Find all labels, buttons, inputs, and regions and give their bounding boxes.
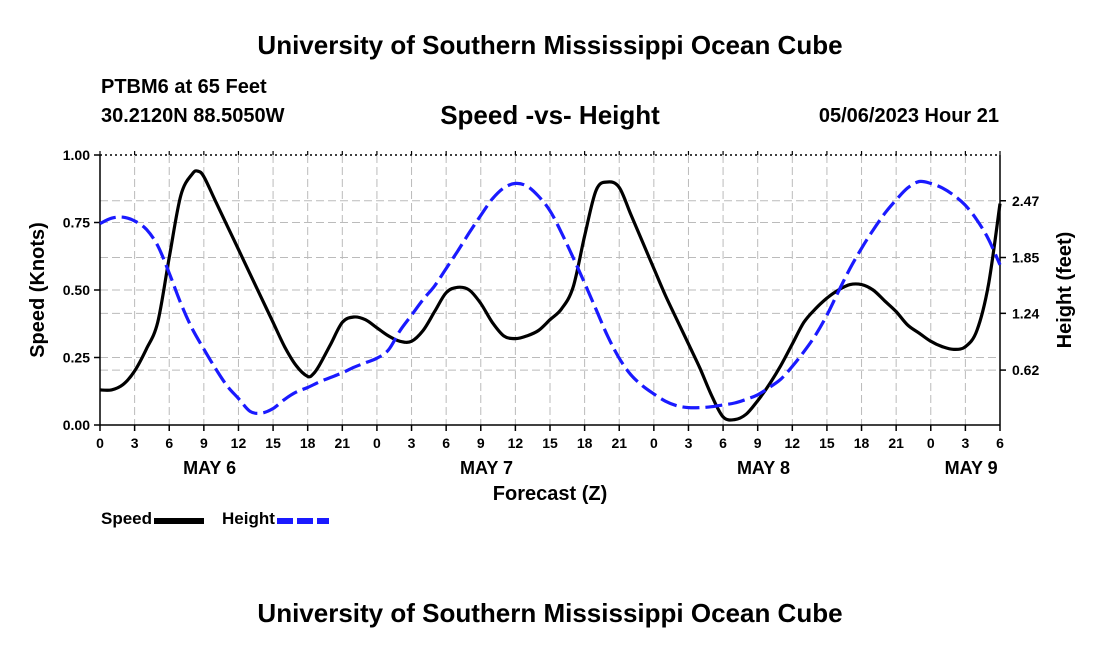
x-tick-label: 0	[96, 435, 104, 451]
speed-series-line	[99, 169, 1002, 422]
day-label: MAY 8	[737, 458, 790, 478]
x-tick-label: 9	[754, 435, 762, 451]
legend-speed-swatch	[154, 517, 205, 524]
day-label: MAY 9	[945, 458, 998, 478]
x-tick-label: 15	[819, 435, 835, 451]
height-series-line	[99, 179, 1002, 415]
x-tick-label: 21	[888, 435, 904, 451]
x-tick-label: 6	[996, 435, 1004, 451]
station-label: PTBM6 at 65 Feet	[101, 76, 267, 98]
footer-title: University of Southern Mississippi Ocean…	[257, 598, 843, 628]
x-tick-label: 12	[231, 435, 247, 451]
x-tick-label: 15	[265, 435, 281, 451]
x-tick-label: 0	[927, 435, 935, 451]
speed-height-chart: 0 3 6 9 12 15 18 21 0 3 6 9 12 15 18 21 0 3 6 9 12 15 18 21 0 3 6M…	[27, 147, 1076, 505]
x-tick-label: 15	[542, 435, 558, 451]
y-axis-label: Speed (Knots)	[27, 222, 49, 358]
day-label: MAY 6	[183, 458, 236, 478]
y-tick-label: 0.25	[63, 350, 90, 366]
legend-speed-label: Speed	[101, 509, 153, 528]
legend: Speed Height	[101, 509, 329, 529]
x-tick-label: 3	[685, 435, 693, 451]
forecast-timestamp: 05/06/2023 Hour 21	[818, 105, 999, 127]
x-tick-label: 3	[131, 435, 139, 451]
y2-tick-label: 2.47	[1012, 193, 1039, 209]
page-title: University of Southern Mississippi Ocean…	[257, 30, 843, 60]
x-tick-label: 12	[508, 435, 524, 451]
x-tick-label: 6	[165, 435, 173, 451]
x-tick-label: 21	[611, 435, 627, 451]
x-tick-label: 6	[442, 435, 450, 451]
y2-tick-label: 1.85	[1012, 250, 1039, 266]
coordinates-label: 30.2120N 88.5050W	[101, 105, 285, 127]
x-tick-label: 9	[200, 435, 208, 451]
x-tick-label: 3	[961, 435, 969, 451]
y2-axis-label: Height (feet)	[1054, 232, 1076, 349]
x-tick-label: 0	[650, 435, 658, 451]
x-tick-label: 9	[477, 435, 485, 451]
legend-height-label: Height	[222, 509, 275, 528]
x-axis-label: Forecast (Z)	[493, 483, 607, 505]
x-tick-label: 3	[408, 435, 416, 451]
x-tick-label: 18	[300, 435, 316, 451]
chart-title: Speed -vs- Height	[440, 100, 660, 130]
y-tick-label: 0.50	[63, 282, 90, 298]
x-tick-label: 12	[785, 435, 801, 451]
day-label: MAY 7	[460, 458, 513, 478]
y2-tick-label: 1.24	[1012, 305, 1039, 321]
y-tick-label: 0.75	[63, 215, 90, 231]
x-tick-label: 21	[335, 435, 351, 451]
x-tick-label: 18	[577, 435, 593, 451]
x-tick-label: 0	[373, 435, 381, 451]
x-tick-label: 6	[719, 435, 727, 451]
y2-tick-label: 0.62	[1012, 362, 1039, 378]
y-tick-label: 0.00	[63, 417, 90, 433]
x-tick-label: 18	[854, 435, 870, 451]
y-tick-label: 1.00	[63, 147, 90, 163]
legend-height-swatch	[276, 517, 329, 524]
